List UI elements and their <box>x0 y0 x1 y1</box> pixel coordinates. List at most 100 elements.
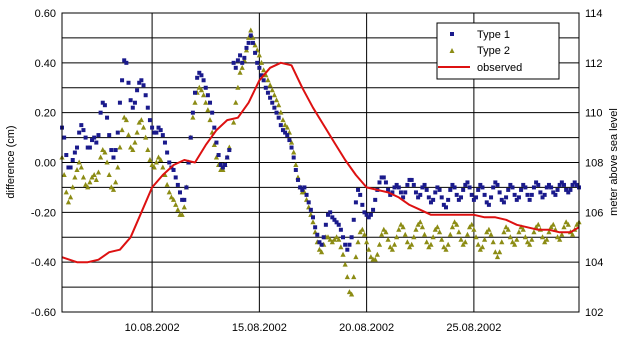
type1-point <box>510 185 515 190</box>
type2-point <box>67 194 74 200</box>
x-tick-label: 25.08.2002 <box>446 322 501 334</box>
type1-point <box>536 182 541 187</box>
type1-point <box>366 215 371 220</box>
type1-point <box>525 192 530 197</box>
type1-point <box>478 182 483 187</box>
type2-point <box>61 171 67 177</box>
type2-point <box>400 224 406 230</box>
type2-point <box>449 224 456 230</box>
type1-point <box>291 155 296 160</box>
type2-point <box>132 139 138 145</box>
legend: Type 1 Type 2 observed <box>436 22 560 80</box>
type1-point <box>208 100 213 105</box>
type1-point <box>147 118 152 123</box>
type1-point <box>471 197 476 202</box>
type1-point <box>272 105 277 110</box>
type2-point <box>544 236 550 242</box>
type1-point <box>446 197 451 202</box>
type2-point <box>524 239 531 245</box>
type2-point <box>151 164 157 170</box>
type1-point <box>257 65 262 70</box>
type1-point <box>493 180 498 185</box>
type1-point <box>542 192 547 197</box>
type2-point <box>318 249 325 255</box>
type1-point <box>214 140 219 145</box>
type2-point <box>276 102 282 108</box>
type1-point <box>514 197 519 202</box>
type1-point <box>132 100 137 105</box>
type1-point <box>373 197 378 202</box>
type2-point <box>507 234 513 240</box>
type2-point <box>261 67 267 73</box>
type1-point <box>173 175 178 180</box>
type1-point <box>364 212 369 217</box>
type1-point <box>334 220 339 225</box>
type1-point <box>379 175 384 180</box>
observed-line <box>61 61 580 264</box>
type1-point <box>289 145 294 150</box>
type2-point <box>273 97 280 103</box>
type1-point <box>386 187 391 192</box>
type1-point <box>216 153 221 158</box>
type1-point <box>422 182 427 187</box>
type1-point <box>182 197 187 202</box>
type1-point <box>171 167 176 172</box>
type1-point <box>371 207 376 212</box>
type1-point <box>328 210 333 215</box>
type2-point <box>383 229 389 235</box>
type2-point <box>198 87 205 93</box>
type1-point <box>85 145 90 150</box>
type1-point <box>416 195 421 200</box>
type1-point <box>506 187 511 192</box>
type2-point <box>387 244 393 250</box>
left-tick-label: -0.60 <box>31 307 56 319</box>
type1-point <box>356 187 361 192</box>
type2-point <box>106 171 112 177</box>
type2-point <box>355 239 361 245</box>
type2-point <box>398 221 404 227</box>
type1-point <box>87 145 92 150</box>
type2-point <box>104 159 110 165</box>
type2-point <box>569 231 576 237</box>
type2-point <box>237 69 243 75</box>
type1-point <box>64 153 69 158</box>
type1-point <box>439 195 444 200</box>
type1-point <box>259 73 264 78</box>
type1-point <box>463 182 468 187</box>
type2-point <box>288 139 295 145</box>
type1-point <box>544 185 549 190</box>
type1-point <box>246 40 251 45</box>
type1-point <box>188 135 193 140</box>
type1-point <box>242 55 247 60</box>
type2-point <box>87 179 93 185</box>
left-tick-label: 0.60 <box>35 8 56 20</box>
type2-point <box>278 109 284 115</box>
type2-point <box>413 226 419 232</box>
type2-point <box>231 119 237 125</box>
type2-point <box>117 144 123 150</box>
type1-point <box>83 135 88 140</box>
type2-point <box>404 239 410 245</box>
type1-point <box>109 148 114 153</box>
type2-point <box>250 34 256 40</box>
type1-point <box>77 130 82 135</box>
type1-point <box>90 138 95 143</box>
type1-point <box>143 93 148 98</box>
type1-point <box>186 160 191 165</box>
type2-point <box>130 147 136 153</box>
right-tick-label: 110 <box>585 108 603 120</box>
type1-point <box>317 240 322 245</box>
type2-point <box>100 147 106 153</box>
legend-type1-marker <box>450 32 454 36</box>
type1-point <box>268 95 273 100</box>
type2-point <box>381 226 387 232</box>
left-tick-label: 0.40 <box>35 58 56 70</box>
type1-point <box>351 217 356 222</box>
type2-point <box>325 234 331 240</box>
type1-point <box>559 180 564 185</box>
type2-point <box>471 226 477 232</box>
type2-point <box>179 211 185 217</box>
type2-point <box>492 249 498 255</box>
type2-point <box>421 231 428 237</box>
type2-point <box>160 164 166 170</box>
